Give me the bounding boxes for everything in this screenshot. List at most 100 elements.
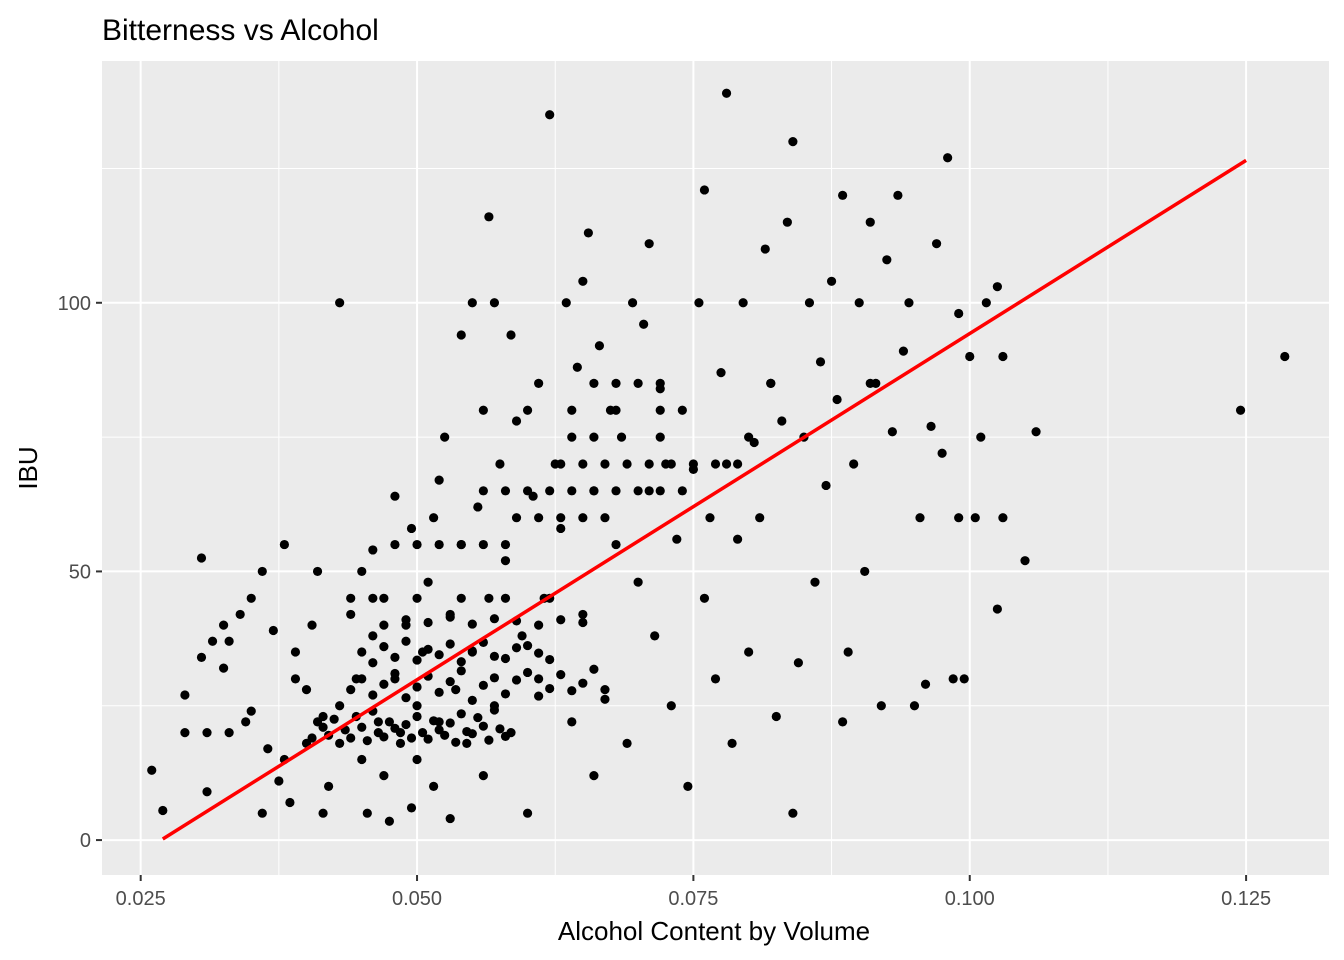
data-point [456, 666, 466, 676]
data-point [268, 625, 278, 636]
data-point [412, 711, 422, 722]
data-point [484, 593, 494, 603]
data-point [838, 717, 848, 727]
data-point [406, 803, 417, 813]
data-point [534, 378, 544, 388]
data-point [290, 674, 301, 684]
data-point [346, 685, 356, 695]
fit-line-group [161, 158, 1248, 841]
data-point [633, 577, 643, 587]
data-point [821, 480, 831, 491]
data-point [401, 693, 411, 703]
data-point [379, 732, 389, 742]
data-point [511, 416, 522, 426]
data-point [423, 577, 433, 587]
data-point [429, 781, 439, 791]
data-point [301, 685, 312, 695]
data-point [434, 475, 444, 485]
data-point [440, 432, 450, 442]
data-point [611, 486, 621, 496]
data-point [954, 513, 964, 523]
data-point [860, 566, 870, 577]
data-point [196, 652, 207, 662]
data-point [357, 647, 367, 657]
data-point [567, 717, 577, 727]
data-point [373, 717, 383, 727]
data-point [500, 653, 511, 664]
data-point [357, 674, 367, 684]
data-point [832, 394, 842, 405]
data-point [655, 432, 665, 442]
data-point [390, 652, 400, 662]
data-point [495, 459, 505, 469]
data-point [329, 714, 339, 724]
data-point [224, 636, 234, 646]
data-point [589, 378, 599, 388]
data-point [677, 486, 687, 496]
data-point [755, 513, 765, 523]
data-point [500, 539, 511, 550]
data-point [688, 459, 698, 469]
data-point [489, 614, 500, 624]
data-point [887, 427, 897, 437]
data-point [959, 674, 969, 684]
data-point [616, 432, 627, 442]
data-point [633, 378, 643, 388]
data-point [473, 502, 483, 512]
data-point [600, 685, 610, 695]
data-point [406, 733, 417, 743]
data-point [733, 459, 743, 469]
data-point [522, 486, 533, 496]
data-point [180, 690, 190, 700]
data-point [478, 680, 488, 690]
data-point [357, 754, 367, 765]
data-point [495, 724, 505, 734]
data-point [412, 682, 422, 692]
data-point [390, 491, 400, 501]
data-point [511, 513, 522, 523]
data-point [395, 738, 406, 748]
data-point [578, 678, 588, 688]
data-point [943, 153, 953, 163]
data-point [235, 609, 245, 620]
data-point [279, 539, 289, 550]
data-point [489, 705, 500, 715]
x-tick-label: 0.025 [116, 888, 166, 910]
data-point [545, 486, 555, 496]
data-point [611, 539, 621, 550]
data-point [992, 282, 1002, 292]
data-point [561, 298, 571, 308]
data-point [1235, 405, 1246, 415]
data-point [589, 664, 599, 674]
data-point [771, 711, 781, 722]
data-point [788, 808, 798, 818]
data-point [445, 612, 455, 622]
data-point [462, 738, 472, 748]
data-point [677, 405, 687, 415]
data-point [412, 754, 422, 765]
data-point [567, 686, 577, 696]
data-point [511, 675, 522, 685]
data-point [843, 647, 853, 657]
data-point [207, 636, 218, 646]
data-point [534, 620, 544, 630]
data-point [202, 728, 212, 738]
data-point [335, 298, 345, 308]
data-point [318, 722, 328, 732]
data-point [379, 642, 389, 652]
data-point [815, 357, 826, 367]
data-point [467, 695, 477, 705]
x-tick-label: 0.050 [392, 888, 442, 910]
data-point [572, 362, 582, 372]
data-point [522, 640, 533, 651]
data-point [218, 663, 229, 673]
data-point [368, 631, 378, 641]
data-point [456, 657, 466, 667]
data-point [445, 639, 455, 649]
data-point [423, 617, 433, 628]
data-point [429, 513, 439, 523]
data-point [744, 647, 754, 657]
data-point [545, 654, 555, 665]
data-point [246, 593, 256, 603]
data-point [445, 718, 455, 728]
